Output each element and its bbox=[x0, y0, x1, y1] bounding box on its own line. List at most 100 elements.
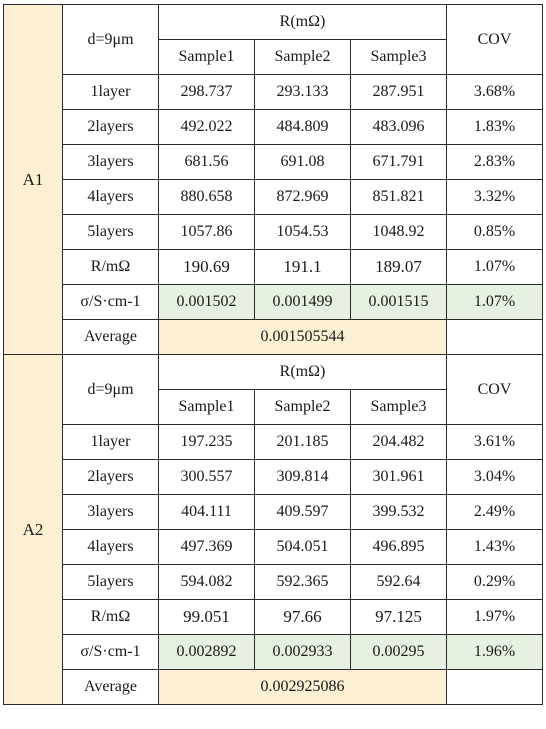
resistance-header: R(mΩ) bbox=[158, 354, 447, 390]
sigma-value: 0.002933 bbox=[254, 634, 351, 670]
resistance-value: 592.64 bbox=[350, 564, 447, 600]
average-label: Average bbox=[62, 319, 159, 355]
r-cov: 1.07% bbox=[446, 249, 543, 285]
sigma-cov: 1.07% bbox=[446, 284, 543, 320]
group-label: A1 bbox=[3, 4, 63, 355]
table-row: 3layers 681.56 691.08 671.791 2.83% bbox=[4, 144, 543, 180]
cov-value: 1.83% bbox=[446, 109, 543, 145]
sigma-value: 0.001515 bbox=[350, 284, 447, 320]
resistance-value: 301.961 bbox=[350, 459, 447, 495]
table-row: 4layers 497.369 504.051 496.895 1.43% bbox=[4, 529, 543, 565]
resistance-value: 1054.53 bbox=[254, 214, 351, 250]
cov-value: 3.04% bbox=[446, 459, 543, 495]
r-value: 191.1 bbox=[254, 249, 351, 285]
table-row: Sample1 Sample2 Sample3 bbox=[4, 39, 543, 75]
average-value: 0.002925086 bbox=[158, 669, 447, 705]
sample-header: Sample2 bbox=[254, 39, 351, 75]
table-row: 2layers 492.022 484.809 483.096 1.83% bbox=[4, 109, 543, 145]
empty-cell bbox=[446, 669, 543, 705]
layer-label: 5layers bbox=[62, 564, 159, 600]
resistance-value: 671.791 bbox=[350, 144, 447, 180]
r-value: 97.66 bbox=[254, 599, 351, 635]
cov-value: 3.68% bbox=[446, 74, 543, 110]
r-label: R/mΩ bbox=[62, 249, 159, 285]
sample-header: Sample1 bbox=[158, 39, 255, 75]
table-row: 1layer 197.235 201.185 204.482 3.61% bbox=[4, 424, 543, 460]
resistance-value: 309.814 bbox=[254, 459, 351, 495]
table-row: 3layers 404.111 409.597 399.532 2.49% bbox=[4, 494, 543, 530]
cov-value: 2.83% bbox=[446, 144, 543, 180]
table-row: 2layers 300.557 309.814 301.961 3.04% bbox=[4, 459, 543, 495]
layer-label: 4layers bbox=[62, 179, 159, 215]
resistance-value: 404.111 bbox=[158, 494, 255, 530]
resistance-value: 592.365 bbox=[254, 564, 351, 600]
resistance-value: 298.737 bbox=[158, 74, 255, 110]
thickness-label: d=9μm bbox=[62, 354, 159, 425]
cov-value: 2.49% bbox=[446, 494, 543, 530]
sigma-value: 0.001502 bbox=[158, 284, 255, 320]
table-row: σ/S·cm-1 0.002892 0.002933 0.00295 1.96% bbox=[4, 634, 543, 670]
thickness-label: d=9μm bbox=[62, 4, 159, 75]
r-value: 190.69 bbox=[158, 249, 255, 285]
sigma-label: σ/S·cm-1 bbox=[62, 284, 159, 320]
layer-label: 1layer bbox=[62, 74, 159, 110]
r-value: 189.07 bbox=[350, 249, 447, 285]
sigma-label: σ/S·cm-1 bbox=[62, 634, 159, 670]
resistance-value: 880.658 bbox=[158, 179, 255, 215]
resistance-table: A1 d=9μm R(mΩ) COV Sample1 Sample2 Sample3 1lay… bbox=[3, 4, 543, 705]
table-row: A2 d=9μm R(mΩ) COV bbox=[3, 354, 543, 705]
table-row: 1layer 298.737 293.133 287.951 3.68% bbox=[4, 74, 543, 110]
cov-header: COV bbox=[446, 354, 543, 425]
sigma-value: 0.001499 bbox=[254, 284, 351, 320]
resistance-value: 497.369 bbox=[158, 529, 255, 565]
r-value: 97.125 bbox=[350, 599, 447, 635]
empty-cell bbox=[446, 319, 543, 355]
resistance-value: 851.821 bbox=[350, 179, 447, 215]
sample-header: Sample2 bbox=[254, 389, 351, 425]
table-row: σ/S·cm-1 0.001502 0.001499 0.001515 1.07% bbox=[4, 284, 543, 320]
resistance-value: 504.051 bbox=[254, 529, 351, 565]
resistance-value: 496.895 bbox=[350, 529, 447, 565]
resistance-value: 300.557 bbox=[158, 459, 255, 495]
table-row: A1 d=9μm R(mΩ) COV bbox=[3, 4, 543, 355]
average-label: Average bbox=[62, 669, 159, 705]
layer-label: 5layers bbox=[62, 214, 159, 250]
cov-value: 3.32% bbox=[446, 179, 543, 215]
cov-value: 0.29% bbox=[446, 564, 543, 600]
table-row: Sample1 Sample2 Sample3 bbox=[4, 389, 543, 425]
cov-value: 1.43% bbox=[446, 529, 543, 565]
sample-header: Sample1 bbox=[158, 389, 255, 425]
resistance-value: 691.08 bbox=[254, 144, 351, 180]
average-value: 0.001505544 bbox=[158, 319, 447, 355]
resistance-value: 594.082 bbox=[158, 564, 255, 600]
resistance-value: 409.597 bbox=[254, 494, 351, 530]
layer-label: 2layers bbox=[62, 109, 159, 145]
sample-header: Sample3 bbox=[350, 389, 447, 425]
cov-value: 0.85% bbox=[446, 214, 543, 250]
sigma-cov: 1.96% bbox=[446, 634, 543, 670]
r-label: R/mΩ bbox=[62, 599, 159, 635]
table-row: 5layers 594.082 592.365 592.64 0.29% bbox=[4, 564, 543, 600]
resistance-value: 204.482 bbox=[350, 424, 447, 460]
resistance-value: 287.951 bbox=[350, 74, 447, 110]
r-value: 99.051 bbox=[158, 599, 255, 635]
cov-value: 3.61% bbox=[446, 424, 543, 460]
group-label: A2 bbox=[3, 354, 63, 705]
resistance-value: 492.022 bbox=[158, 109, 255, 145]
resistance-header: R(mΩ) bbox=[158, 4, 447, 40]
layer-label: 3layers bbox=[62, 494, 159, 530]
sigma-value: 0.00295 bbox=[350, 634, 447, 670]
table-row: Average 0.002925086 bbox=[4, 669, 543, 705]
resistance-value: 201.185 bbox=[254, 424, 351, 460]
layer-label: 1layer bbox=[62, 424, 159, 460]
resistance-value: 1048.92 bbox=[350, 214, 447, 250]
sample-header: Sample3 bbox=[350, 39, 447, 75]
table-row: R/mΩ 190.69 191.1 189.07 1.07% bbox=[4, 249, 543, 285]
cov-header: COV bbox=[446, 4, 543, 75]
sigma-value: 0.002892 bbox=[158, 634, 255, 670]
resistance-value: 293.133 bbox=[254, 74, 351, 110]
layer-label: 2layers bbox=[62, 459, 159, 495]
resistance-value: 872.969 bbox=[254, 179, 351, 215]
resistance-value: 483.096 bbox=[350, 109, 447, 145]
resistance-value: 399.532 bbox=[350, 494, 447, 530]
